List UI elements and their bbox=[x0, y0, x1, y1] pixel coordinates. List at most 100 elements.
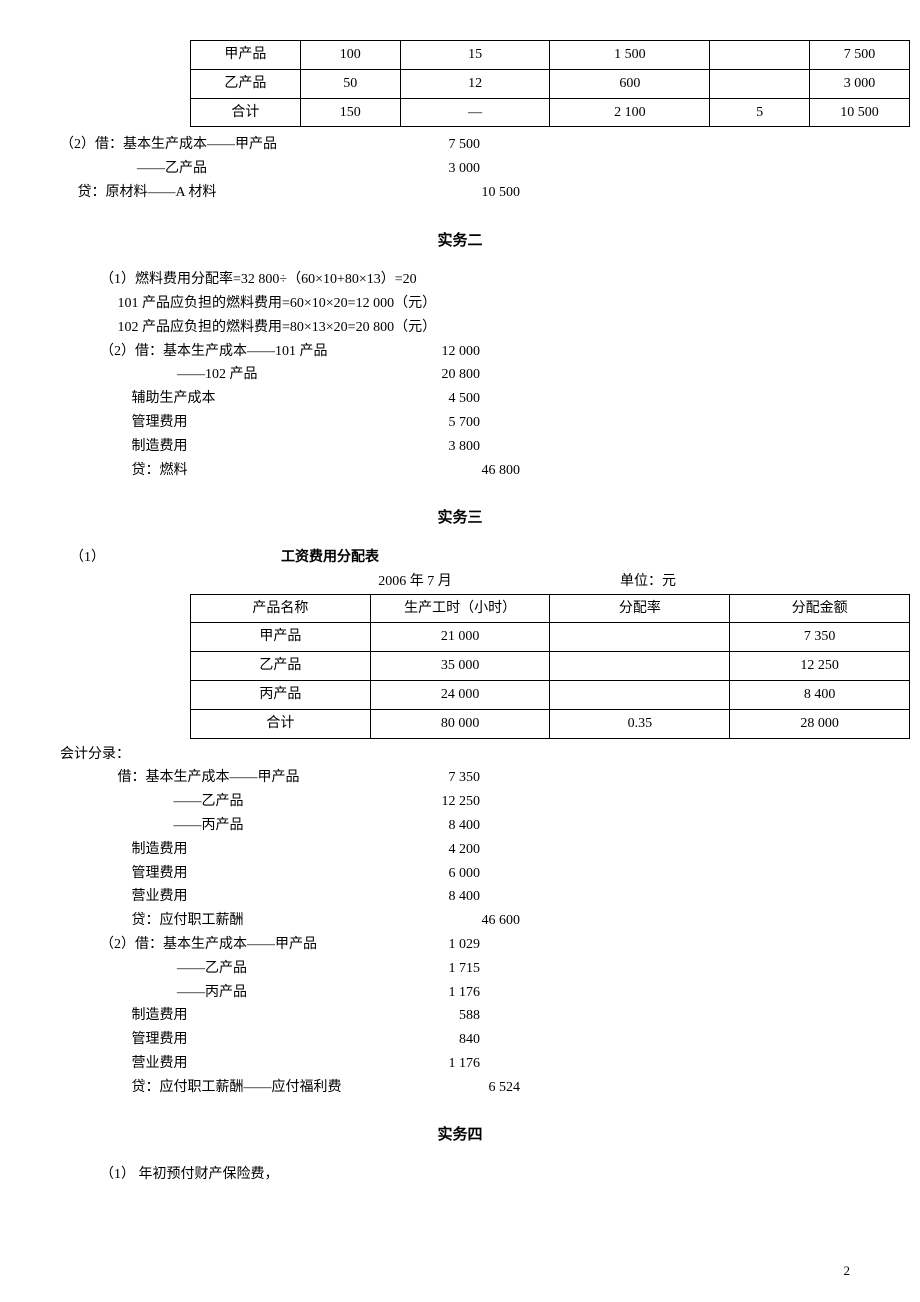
entry-label: 制造费用 bbox=[100, 435, 188, 459]
journal-block-3: 借：基本生产成本——甲产品 7 350 ——乙产品 12 250 ——丙产品 8 40… bbox=[100, 766, 860, 933]
entry-value: 8 400 bbox=[449, 885, 861, 909]
entry-label: 贷：应付职工薪酬——应付福利费 bbox=[100, 1076, 342, 1100]
table-header: 产品名称 bbox=[191, 594, 371, 623]
table-cell: 10 500 bbox=[810, 98, 910, 127]
table-cell: 甲产品 bbox=[191, 41, 301, 70]
entry-value: 1 029 bbox=[449, 933, 861, 957]
table-cell: 合计 bbox=[191, 709, 371, 738]
entry-label: ——丙产品 bbox=[100, 814, 244, 838]
table-cell: 35 000 bbox=[370, 652, 550, 681]
page-number: 2 bbox=[844, 1260, 851, 1282]
section-3-prefix: （1） bbox=[60, 546, 190, 570]
entry-label: （2）借：基本生产成本——101 产品 bbox=[100, 340, 328, 364]
entry-value: 588 bbox=[459, 1004, 860, 1028]
journal-block-1: （2）借：基本生产成本——甲产品7 500 ——乙产品3 000 贷：原材料——… bbox=[60, 133, 860, 204]
section-3-title: 实务三 bbox=[60, 506, 860, 532]
entry-label: 制造费用 bbox=[100, 838, 188, 862]
table-cell: 600 bbox=[550, 69, 710, 98]
entry-label: （2）借：基本生产成本——甲产品 bbox=[60, 133, 277, 157]
table-cell: — bbox=[400, 98, 550, 127]
entry-value: 12 000 bbox=[442, 340, 861, 364]
entry-value: 4 200 bbox=[449, 838, 861, 862]
entry-value: 4 500 bbox=[449, 387, 861, 411]
table-cell: 5 bbox=[710, 98, 810, 127]
table-cell: 3 000 bbox=[810, 69, 910, 98]
table-cell: 0.35 bbox=[550, 709, 730, 738]
table-cell: 12 bbox=[400, 69, 550, 98]
table-cell: 21 000 bbox=[370, 623, 550, 652]
entry-label: ——乙产品 bbox=[100, 790, 244, 814]
table-cell: 乙产品 bbox=[191, 69, 301, 98]
entry-label: 管理费用 bbox=[100, 1028, 188, 1052]
entry-value: 1 176 bbox=[449, 1052, 861, 1076]
table-cell: 100 bbox=[300, 41, 400, 70]
table-cell bbox=[550, 652, 730, 681]
entry-value: 46 800 bbox=[482, 459, 861, 483]
entry-label: 管理费用 bbox=[100, 862, 188, 886]
table-cell: 80 000 bbox=[370, 709, 550, 738]
section-3-label: 会计分录： bbox=[60, 743, 860, 767]
text-line: 102 产品应负担的燃料费用=80×13×20=20 800（元） bbox=[100, 316, 860, 340]
section-2-text: （1）燃料费用分配率=32 800÷（60×10+80×13）=20 101 产… bbox=[100, 268, 860, 339]
table-cell: 合计 bbox=[191, 98, 301, 127]
entry-label: 管理费用 bbox=[100, 411, 188, 435]
table-cell: 12 250 bbox=[730, 652, 910, 681]
text-line: （1）燃料费用分配率=32 800÷（60×10+80×13）=20 bbox=[100, 268, 860, 292]
entry-label: 贷：燃料 bbox=[100, 459, 188, 483]
table-cell bbox=[710, 69, 810, 98]
section-4-title: 实务四 bbox=[60, 1123, 860, 1149]
entry-value: 840 bbox=[459, 1028, 860, 1052]
entry-value: 6 000 bbox=[449, 862, 861, 886]
entry-label: 营业费用 bbox=[100, 1052, 188, 1076]
table-cell bbox=[710, 41, 810, 70]
table-cell: 8 400 bbox=[730, 680, 910, 709]
entry-value: 10 500 bbox=[482, 181, 861, 205]
journal-block-4: （2）借：基本生产成本——甲产品1 029 ——乙产品1 715 ——丙产品1 … bbox=[100, 933, 860, 1100]
table-cell: 7 350 bbox=[730, 623, 910, 652]
table-cell: 7 500 bbox=[810, 41, 910, 70]
table-2-subtitle-left: 2006 年 7 月 bbox=[190, 570, 560, 594]
entry-value: 5 700 bbox=[449, 411, 861, 435]
table-cell: 15 bbox=[400, 41, 550, 70]
table-cell: 乙产品 bbox=[191, 652, 371, 681]
entry-label: 辅助生产成本 bbox=[100, 387, 216, 411]
table-cell: 150 bbox=[300, 98, 400, 127]
table-header: 分配率 bbox=[550, 594, 730, 623]
journal-block-2: （2）借：基本生产成本——101 产品 12 000 ——102 产品 20 800… bbox=[100, 340, 860, 483]
entry-label: 营业费用 bbox=[100, 885, 188, 909]
entry-value: 1 176 bbox=[449, 981, 861, 1005]
entry-value: 8 400 bbox=[449, 814, 861, 838]
table-cell: 2 100 bbox=[550, 98, 710, 127]
entry-label: 贷：应付职工薪酬 bbox=[100, 909, 244, 933]
table-2: 产品名称生产工时（小时）分配率分配金额 甲产品21 000 7 350 乙产品35 … bbox=[190, 594, 910, 739]
table-2-subtitle-right: 单位：元 bbox=[560, 570, 910, 594]
section-4-text: （1） 年初预付财产保险费， bbox=[100, 1163, 860, 1187]
entry-value: 6 524 bbox=[489, 1076, 861, 1100]
entry-label: （2）借：基本生产成本——甲产品 bbox=[100, 933, 317, 957]
table-2-title: 工资费用分配表 bbox=[190, 546, 470, 570]
entry-label: ——102 产品 bbox=[100, 363, 258, 387]
entry-value: 3 000 bbox=[449, 157, 861, 181]
table-cell: 1 500 bbox=[550, 41, 710, 70]
text-line: 101 产品应负担的燃料费用=60×10×20=12 000（元） bbox=[100, 292, 860, 316]
table-cell: 24 000 bbox=[370, 680, 550, 709]
entry-value: 20 800 bbox=[442, 363, 861, 387]
entry-value: 1 715 bbox=[449, 957, 861, 981]
table-header: 生产工时（小时） bbox=[370, 594, 550, 623]
entry-label: ——乙产品 bbox=[60, 157, 207, 181]
table-cell bbox=[550, 680, 730, 709]
table-header: 分配金额 bbox=[730, 594, 910, 623]
table-cell: 50 bbox=[300, 69, 400, 98]
table-1: 甲产品100151 500 7 500 乙产品5012600 3 000 合计150—2… bbox=[190, 40, 910, 127]
entry-label: ——乙产品 bbox=[100, 957, 247, 981]
entry-value: 3 800 bbox=[449, 435, 861, 459]
table-cell: 28 000 bbox=[730, 709, 910, 738]
entry-value: 46 600 bbox=[482, 909, 861, 933]
table-cell bbox=[550, 623, 730, 652]
table-cell: 甲产品 bbox=[191, 623, 371, 652]
entry-value: 12 250 bbox=[442, 790, 861, 814]
entry-value: 7 350 bbox=[449, 766, 861, 790]
table-cell: 丙产品 bbox=[191, 680, 371, 709]
entry-label: 借：基本生产成本——甲产品 bbox=[100, 766, 300, 790]
entry-label: 制造费用 bbox=[100, 1004, 188, 1028]
